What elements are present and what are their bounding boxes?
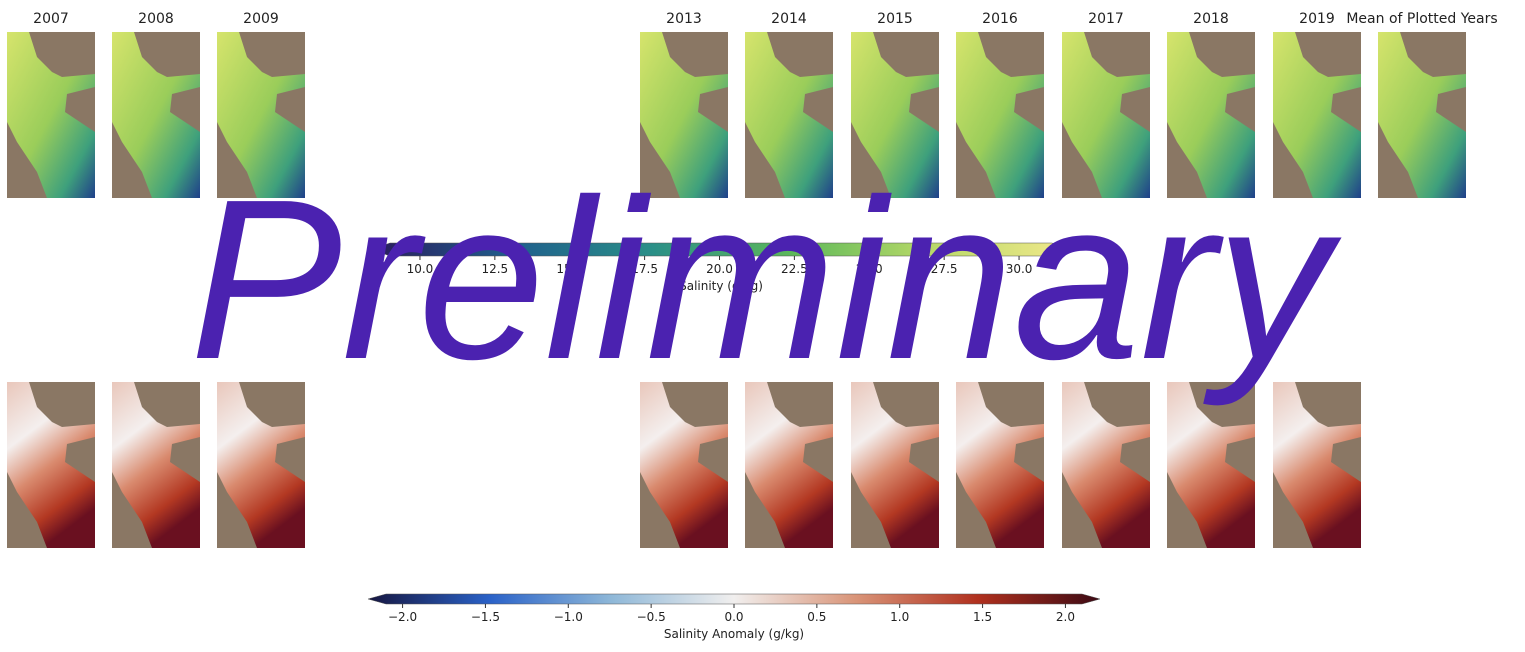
- tick-label: 0.0: [724, 610, 743, 624]
- tick-label: 1.5: [973, 610, 992, 624]
- panel-title: 2016: [982, 11, 1018, 27]
- colorbar-label: Salinity Anomaly (g/kg): [664, 627, 804, 641]
- tick-label: 1.0: [890, 610, 909, 624]
- panel-title: 2019: [1299, 11, 1335, 27]
- figure: 2007 2008 2009 2013 2014 2015 2016 2017 2018 2019…: [0, 0, 1525, 652]
- panel-title: 2013: [666, 11, 702, 27]
- panel-title: Mean of Plotted Years: [1346, 11, 1497, 27]
- panel-title: 2015: [877, 11, 913, 27]
- watermark: Preliminary: [190, 153, 1342, 407]
- tick-label: −1.0: [554, 610, 583, 624]
- tick-label: −2.0: [388, 610, 417, 624]
- panel-title: 2007: [33, 11, 69, 27]
- panel-title: 2008: [138, 11, 174, 27]
- tick-label: −1.5: [471, 610, 500, 624]
- panel-title: 2009: [243, 11, 279, 27]
- tick-label: −0.5: [637, 610, 666, 624]
- tick-label: 0.5: [807, 610, 826, 624]
- colorbar: [368, 594, 1100, 604]
- tick-label: 2.0: [1056, 610, 1075, 624]
- panel-title: 2017: [1088, 11, 1124, 27]
- panel-title: 2014: [771, 11, 807, 27]
- panel-title: 2018: [1193, 11, 1229, 27]
